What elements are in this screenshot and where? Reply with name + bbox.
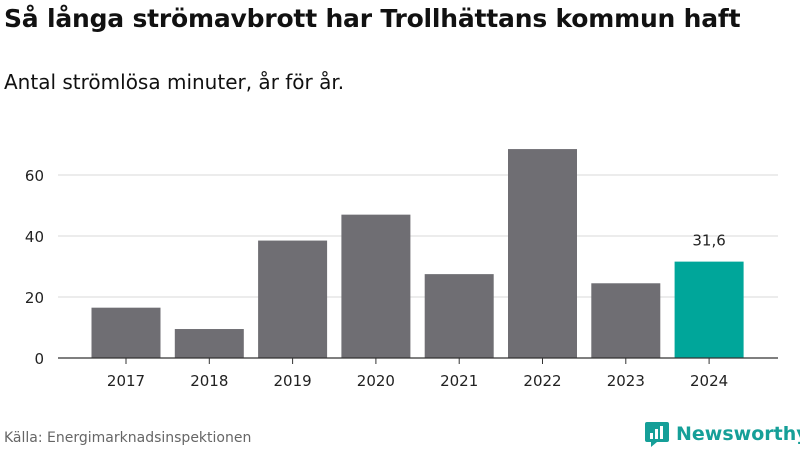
- bar-chart: 0 20 40 60 2017 2018 2019 2020 2021 2022 2023 2024 3…: [25, 149, 778, 390]
- y-tick-label-60: 60: [25, 167, 44, 185]
- x-tick-label-2021: 2021: [440, 372, 478, 390]
- x-tick-label-2023: 2023: [607, 372, 645, 390]
- x-tick-label-2022: 2022: [523, 372, 561, 390]
- bar-2018: [174, 329, 244, 358]
- bar-2019: [258, 240, 328, 358]
- bar-2024: [674, 261, 744, 358]
- bar-2017: [91, 307, 161, 358]
- x-tick-label-2024: 2024: [690, 372, 728, 390]
- bar-2023: [591, 283, 661, 358]
- brand-logo: Newsworthy: [644, 420, 800, 448]
- x-tick-label-2017: 2017: [107, 372, 145, 390]
- brand-name: Newsworthy: [676, 423, 800, 445]
- y-tick-label-20: 20: [25, 289, 44, 307]
- chart-title: Så långa strömavbrott har Trollhättans k…: [4, 4, 741, 33]
- chart-subtitle: Antal strömlösa minuter, år för år.: [4, 70, 345, 94]
- source-note: Källa: Energimarknadsinspektionen: [4, 430, 252, 446]
- data-label-2024: 31,6: [692, 232, 725, 250]
- y-tick-label-40: 40: [25, 228, 44, 246]
- x-tick-label-2020: 2020: [357, 372, 395, 390]
- bar-2022: [508, 149, 577, 358]
- bar-2020: [341, 214, 411, 358]
- y-tick-label-0: 0: [34, 350, 44, 368]
- x-tick-label-2019: 2019: [274, 372, 312, 390]
- bar-2021: [424, 274, 494, 358]
- newsworthy-logo-icon: [645, 422, 669, 447]
- x-tick-label-2018: 2018: [190, 372, 228, 390]
